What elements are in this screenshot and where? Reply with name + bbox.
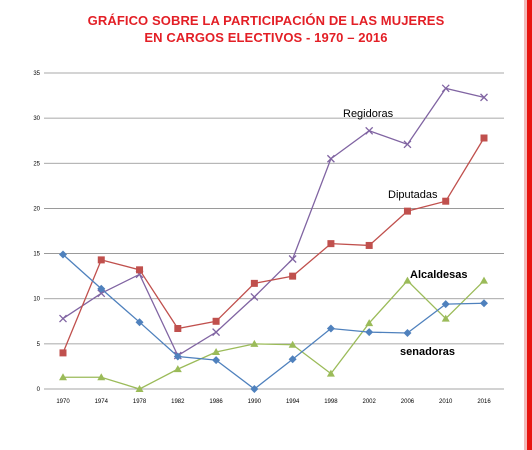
series-line-regidoras xyxy=(62,87,485,357)
data-point-regidoras-1986 xyxy=(212,328,221,337)
data-point-regidoras-2002 xyxy=(365,126,374,135)
data-point-senadoras-1974 xyxy=(97,284,106,293)
data-point-alcaldesas-1970 xyxy=(59,373,67,381)
data-point-diputadas-1998 xyxy=(327,240,335,248)
series-label-senadoras: senadoras xyxy=(400,346,455,358)
data-point-senadoras-1982 xyxy=(173,352,182,361)
x-tick-label-1990: 1990 xyxy=(248,399,262,405)
data-point-regidoras-1994 xyxy=(288,255,297,263)
y-tick-label-25: 25 xyxy=(33,161,40,167)
data-point-senadoras-2002 xyxy=(365,328,374,337)
data-point-regidoras-2010 xyxy=(441,84,450,93)
data-point-alcaldesas-2006 xyxy=(403,276,412,284)
data-point-diputadas-2016 xyxy=(480,134,488,142)
data-point-diputadas-2002 xyxy=(365,241,373,249)
data-point-diputadas-2010 xyxy=(442,197,450,205)
x-tick-label-2010: 2010 xyxy=(439,399,453,405)
data-point-diputadas-1982 xyxy=(174,325,182,333)
data-point-regidoras-1998 xyxy=(326,154,335,163)
data-point-alcaldesas-1974 xyxy=(97,373,106,381)
data-point-senadoras-2006 xyxy=(403,329,412,338)
data-point-diputadas-1994 xyxy=(289,272,297,280)
data-point-diputadas-1986 xyxy=(212,317,220,325)
series-line-senadoras xyxy=(62,253,485,390)
x-tick-label-1994: 1994 xyxy=(286,399,300,405)
y-tick-label-30: 30 xyxy=(33,116,40,122)
data-point-alcaldesas-1978 xyxy=(135,385,144,392)
x-tick-label-1986: 1986 xyxy=(209,399,223,405)
y-tick-label-35: 35 xyxy=(33,71,40,77)
series-label-alcaldesas: Alcaldesas xyxy=(410,269,467,281)
x-tick-label-2002: 2002 xyxy=(363,399,377,405)
data-point-alcaldesas-2002 xyxy=(365,319,374,327)
data-point-senadoras-1990 xyxy=(250,385,259,393)
data-point-diputadas-1978 xyxy=(136,266,144,274)
data-point-regidoras-1990 xyxy=(250,292,259,301)
y-tick-label-20: 20 xyxy=(33,206,40,212)
x-tick-label-1998: 1998 xyxy=(324,399,338,405)
data-point-diputadas-2006 xyxy=(403,207,411,215)
data-point-alcaldesas-1982 xyxy=(173,365,182,373)
data-point-senadoras-1998 xyxy=(326,324,335,333)
x-tick-label-1974: 1974 xyxy=(95,399,109,405)
chart-title-line1: GRÁFICO SOBRE LA PARTICIPACIÓN DE LAS MU… xyxy=(87,13,445,28)
data-point-senadoras-2016 xyxy=(480,299,488,308)
data-point-senadoras-2010 xyxy=(441,300,450,309)
data-point-senadoras-1978 xyxy=(135,318,144,327)
y-tick-label-15: 15 xyxy=(33,252,40,258)
data-point-senadoras-1986 xyxy=(212,356,221,365)
x-tick-label-1982: 1982 xyxy=(171,399,185,405)
data-point-alcaldesas-1986 xyxy=(212,347,221,355)
y-tick-label-0: 0 xyxy=(37,387,41,393)
data-point-alcaldesas-1994 xyxy=(288,340,297,348)
x-tick-label-1978: 1978 xyxy=(133,399,147,405)
series-line-diputadas xyxy=(62,137,485,354)
x-tick-label-1970: 1970 xyxy=(56,399,70,405)
data-point-diputadas-1974 xyxy=(97,256,105,264)
data-point-regidoras-2016 xyxy=(480,93,488,102)
series-label-regidoras: Regidoras xyxy=(343,108,394,120)
data-point-alcaldesas-2016 xyxy=(480,276,488,284)
y-tick-label-10: 10 xyxy=(33,297,40,303)
data-point-regidoras-1970 xyxy=(59,314,67,323)
y-tick-label-5: 5 xyxy=(37,342,41,348)
data-point-alcaldesas-1998 xyxy=(326,369,335,377)
data-point-regidoras-2006 xyxy=(403,140,412,149)
x-tick-label-2006: 2006 xyxy=(401,399,415,405)
data-point-senadoras-1994 xyxy=(288,355,297,364)
chart-title-line2: EN CARGOS ELECTIVOS - 1970 – 2016 xyxy=(144,30,388,45)
data-point-alcaldesas-1990 xyxy=(250,339,259,347)
x-tick-label-2016: 2016 xyxy=(477,399,491,405)
series-label-diputadas: Diputadas xyxy=(388,189,438,201)
decorative-stripe xyxy=(524,0,532,450)
data-point-alcaldesas-2010 xyxy=(441,314,450,322)
data-point-diputadas-1970 xyxy=(59,349,67,357)
data-point-senadoras-1970 xyxy=(59,250,67,259)
data-point-diputadas-1990 xyxy=(250,279,258,287)
series-line-alcaldesas xyxy=(63,279,485,390)
